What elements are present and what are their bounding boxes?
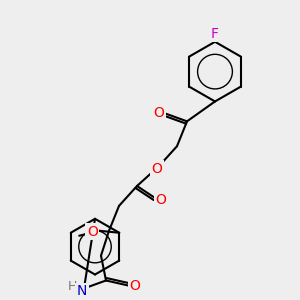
Text: H: H — [67, 280, 77, 293]
Text: N: N — [77, 284, 87, 298]
Text: O: O — [130, 280, 140, 293]
Text: O: O — [152, 162, 162, 176]
Text: O: O — [154, 106, 164, 120]
Text: F: F — [211, 27, 219, 41]
Text: O: O — [87, 225, 98, 239]
Text: O: O — [156, 193, 167, 207]
